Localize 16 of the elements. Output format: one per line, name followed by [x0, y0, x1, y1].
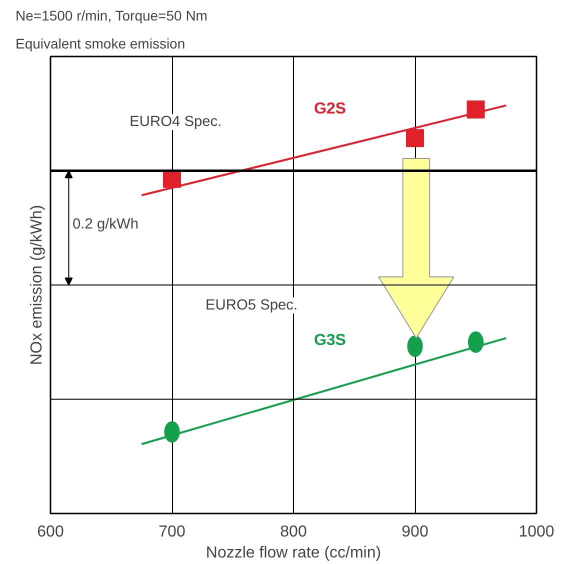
ref-line-label: EURO4 Spec.	[130, 114, 222, 130]
annotation: 0.2 g/kWh	[72, 216, 138, 232]
point	[407, 336, 423, 357]
x-axis-title: Nozzle flow rate (cc/min)	[206, 544, 382, 562]
text: G3S	[314, 332, 346, 349]
x-tick-label: 1000	[518, 524, 554, 540]
point	[406, 129, 424, 148]
x-tick-label: 700	[158, 524, 186, 540]
y-axis-title: NOx emission (g/kWh)	[28, 204, 46, 366]
chart-subtitle: Equivalent smoke emission	[16, 36, 186, 52]
chart-title: Ne=1500 r/min, Torque=50 Nm	[16, 8, 208, 24]
text: G2S	[314, 100, 346, 118]
x-tick-label: 800	[280, 524, 307, 540]
annotation: EURO5 Spec.	[206, 298, 298, 314]
x-tick-label: 900	[402, 524, 428, 540]
x-tick-label: 600	[37, 524, 64, 540]
